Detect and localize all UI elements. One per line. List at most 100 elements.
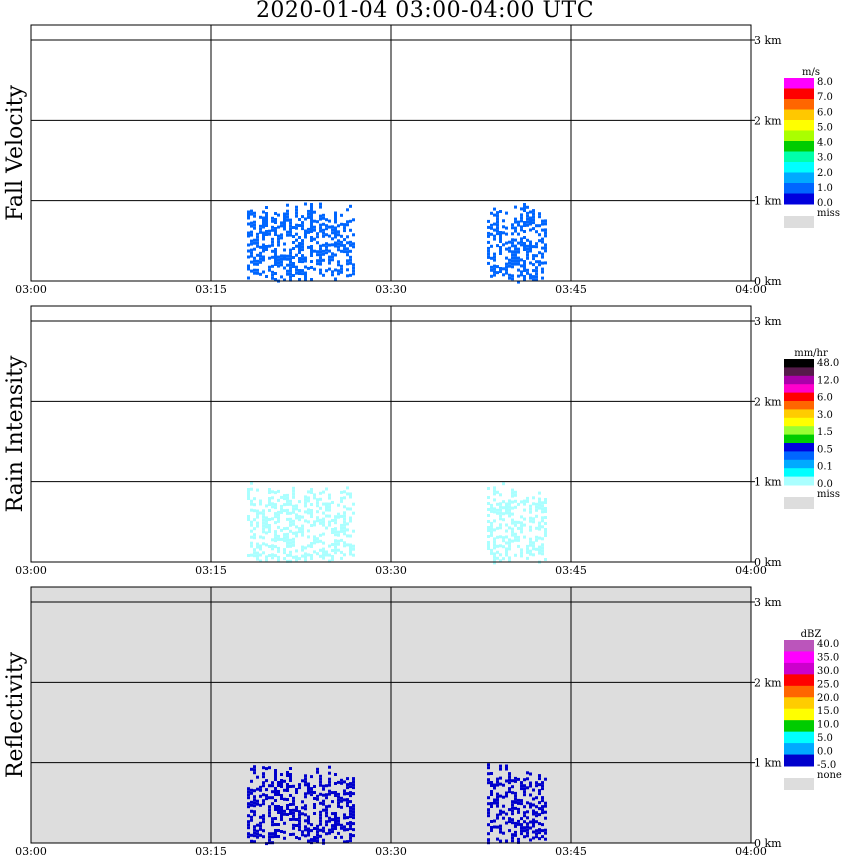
echo-pixel bbox=[529, 216, 532, 220]
echo-pixel bbox=[541, 246, 544, 250]
echo-pixel bbox=[541, 516, 544, 520]
echo-pixel bbox=[322, 234, 325, 238]
echo-pixel bbox=[253, 831, 256, 835]
echo-pixel bbox=[295, 238, 298, 242]
echo-pixel bbox=[316, 262, 319, 266]
echo-pixel bbox=[541, 787, 544, 791]
echo-pixel bbox=[319, 521, 322, 525]
echo-pixel bbox=[322, 273, 325, 277]
echo-pixel bbox=[493, 213, 496, 217]
echo-pixel bbox=[538, 263, 541, 267]
echo-pixel bbox=[538, 548, 541, 552]
echo-pixel bbox=[511, 274, 514, 278]
echo-pixel bbox=[544, 261, 547, 265]
echo-pixel bbox=[271, 276, 274, 280]
echo-pixel bbox=[271, 835, 274, 839]
echo-pixel bbox=[316, 839, 319, 843]
echo-pixel bbox=[346, 274, 349, 278]
echo-pixel bbox=[346, 247, 349, 251]
echo-pixel bbox=[526, 250, 529, 254]
echo-pixel bbox=[523, 224, 526, 227]
echo-pixel bbox=[487, 766, 490, 770]
echo-pixel bbox=[277, 513, 280, 517]
colorbar-label: 15.0 bbox=[817, 706, 839, 717]
colorbar-swatch bbox=[784, 451, 814, 461]
echo-pixel bbox=[253, 238, 256, 242]
echo-pixel bbox=[316, 220, 319, 224]
echo-pixel bbox=[289, 278, 292, 282]
echo-pixel bbox=[523, 266, 526, 269]
echo-pixel bbox=[526, 271, 529, 275]
echo-pixel bbox=[520, 216, 523, 220]
echo-pixel bbox=[325, 227, 328, 231]
echo-pixel bbox=[496, 535, 499, 539]
echo-pixel bbox=[532, 245, 535, 249]
echo-region bbox=[247, 765, 355, 846]
echo-pixel bbox=[517, 250, 520, 254]
echo-pixel bbox=[334, 527, 337, 531]
colorbar-label: 1.0 bbox=[817, 183, 833, 194]
echo-pixel bbox=[499, 517, 502, 521]
echo-pixel bbox=[499, 246, 502, 249]
echo-pixel bbox=[274, 536, 277, 540]
echo-pixel bbox=[250, 833, 253, 837]
echo-pixel bbox=[328, 816, 331, 820]
echo-pixel bbox=[262, 258, 265, 262]
echo-pixel bbox=[304, 555, 307, 559]
echo-pixel bbox=[532, 278, 535, 282]
echo-pixel bbox=[328, 523, 331, 527]
echo-pixel bbox=[511, 785, 514, 789]
echo-pixel bbox=[286, 508, 289, 512]
echo-pixel bbox=[328, 520, 331, 524]
echo-pixel bbox=[337, 230, 340, 234]
echo-pixel bbox=[301, 248, 304, 252]
echo-pixel bbox=[538, 491, 541, 495]
echo-pixel bbox=[523, 278, 526, 281]
echo-pixel bbox=[511, 512, 514, 516]
echo-pixel bbox=[283, 278, 286, 282]
echo-pixel bbox=[535, 230, 538, 234]
echo-pixel bbox=[307, 520, 310, 524]
echo-pixel bbox=[313, 791, 316, 794]
echo-pixel bbox=[301, 812, 304, 816]
echo-pixel bbox=[328, 783, 331, 787]
echo-pixel bbox=[499, 776, 502, 780]
echo-pixel bbox=[322, 550, 325, 554]
echo-pixel bbox=[499, 767, 502, 771]
echo-pixel bbox=[298, 837, 301, 841]
colorbar-label: 30.0 bbox=[817, 666, 839, 677]
echo-pixel bbox=[283, 215, 286, 219]
echo-pixel bbox=[247, 802, 250, 806]
echo-pixel bbox=[520, 521, 523, 525]
echo-pixel bbox=[265, 531, 268, 535]
echo-pixel bbox=[247, 823, 250, 827]
echo-pixel bbox=[541, 504, 544, 508]
echo-pixel bbox=[250, 224, 253, 228]
echo-pixel bbox=[520, 548, 523, 552]
echo-pixel bbox=[310, 491, 313, 494]
echo-pixel bbox=[280, 260, 283, 264]
echo-pixel bbox=[496, 801, 499, 805]
echo-pixel bbox=[508, 505, 511, 509]
echo-pixel bbox=[346, 543, 349, 547]
echo-pixel bbox=[250, 233, 253, 237]
echo-pixel bbox=[304, 792, 307, 796]
echo-pixel bbox=[511, 806, 514, 810]
echo-pixel bbox=[307, 833, 310, 837]
echo-pixel bbox=[499, 559, 502, 563]
echo-pixel bbox=[289, 773, 292, 776]
colorbar-swatch bbox=[784, 731, 814, 744]
echo-pixel bbox=[496, 804, 499, 808]
echo-pixel bbox=[340, 249, 343, 253]
echo-pixel bbox=[334, 791, 337, 794]
echo-pixel bbox=[328, 508, 331, 512]
echo-pixel bbox=[334, 821, 337, 824]
echo-pixel bbox=[316, 830, 319, 834]
echo-pixel bbox=[493, 543, 496, 547]
echo-pixel bbox=[517, 840, 520, 844]
echo-pixel bbox=[310, 554, 313, 557]
echo-pixel bbox=[283, 257, 286, 261]
echo-pixel bbox=[508, 541, 511, 545]
echo-pixel bbox=[277, 808, 280, 811]
